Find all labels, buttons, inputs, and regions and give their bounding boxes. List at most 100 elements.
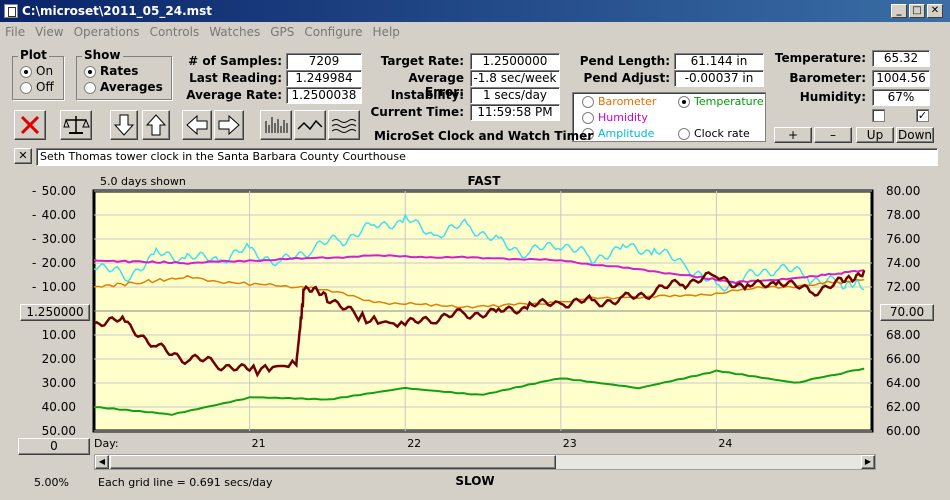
target-rate-value[interactable]: 1.2500000 — [470, 53, 560, 70]
radio-icon — [84, 81, 96, 94]
left-tick-sign: - — [32, 280, 36, 294]
right-tick-label: 72.00 — [886, 280, 920, 294]
right-tick-label: 74.00 — [886, 256, 920, 270]
plot-group-title: Plot — [18, 48, 49, 62]
x-tick-label: 21 — [252, 437, 266, 450]
scroll-left-icon[interactable]: ◀ — [95, 455, 109, 469]
left-tick-label: 30.00 — [42, 376, 76, 390]
plot-on-label: On — [36, 64, 54, 78]
pend-length-label: Pend Length: — [579, 54, 670, 68]
wave-icon — [331, 119, 357, 133]
scroll-thumb[interactable] — [110, 455, 556, 469]
grid — [94, 190, 872, 432]
radio-icon — [582, 112, 594, 124]
left-tick-sign: - — [32, 184, 36, 198]
right-tick-label: 60.00 — [886, 424, 920, 438]
show-group-title: Show — [82, 48, 123, 62]
zoom-label: 5.00% — [34, 476, 69, 489]
arrow-right-icon — [218, 114, 240, 136]
menu-configure[interactable]: Configure — [304, 25, 363, 39]
env-checkbox-1[interactable] — [872, 109, 885, 122]
left-tick-label: 40.00 — [42, 208, 76, 222]
series-rate-line — [93, 269, 866, 378]
arrow-up-icon — [145, 114, 167, 136]
scroll-right-icon[interactable]: ▶ — [861, 455, 875, 469]
rate-chart: 50.00-40.00-30.00-20.00-10.00-10.0020.00… — [32, 174, 920, 450]
right-axis-ticks: 80.00 78.00 76.00 74.00 72.00 68.00 66.00 64.00… — [886, 184, 920, 438]
maximize-icon[interactable]: □ — [909, 4, 925, 18]
up-arrow-button[interactable] — [142, 110, 170, 140]
left-tick-label: 20.00 — [42, 256, 76, 270]
chart-area: 50.00-40.00-30.00-20.00-10.00-10.00 20.00… — [14, 172, 938, 472]
left-tick-sign: - — [32, 232, 36, 246]
env-plus-button[interactable]: + — [774, 127, 812, 143]
pend-length-value[interactable]: 61.144 in — [674, 53, 764, 70]
menu-operations[interactable]: Operations — [73, 25, 140, 39]
left-tick-label: 50.00 — [42, 184, 76, 198]
left-tick-label: 40.00 — [42, 400, 76, 414]
menu-watches[interactable]: Watches — [209, 25, 261, 39]
show-averages-radio[interactable]: Averages — [84, 80, 163, 94]
balance-button[interactable] — [60, 110, 92, 140]
show-rates-label: Rates — [100, 64, 139, 78]
right-arrow-button[interactable] — [214, 110, 244, 140]
temperature-value: 65.32 — [872, 50, 930, 67]
show-group — [76, 56, 172, 100]
humidity-value: 67% — [872, 89, 930, 106]
center-rate-button[interactable]: 1.250000 — [20, 304, 90, 321]
radio-icon — [20, 65, 32, 78]
menu-view[interactable]: View — [35, 25, 64, 39]
pend-adjust-label: Pend Adjust: — [583, 71, 670, 85]
stop-button[interactable] — [14, 110, 46, 140]
line-view-button[interactable] — [294, 110, 326, 140]
menu-file[interactable]: File — [5, 25, 26, 39]
radio-icon — [20, 81, 32, 94]
app-icon[interactable] — [4, 4, 18, 18]
menu-gps[interactable]: GPS — [270, 25, 295, 39]
sensor-clock-rate-label: Clock rate — [694, 127, 750, 140]
series-humidity-line — [93, 254, 865, 285]
sensor-clock-rate-option[interactable]: Clock rate — [678, 127, 750, 140]
days-shown-label: 5.0 days shown — [100, 175, 186, 188]
pend-adjust-value[interactable]: -0.00037 in — [674, 70, 764, 87]
plot-off-radio[interactable]: Off — [20, 80, 54, 94]
series-temperature-line — [93, 367, 865, 416]
radio-icon — [582, 128, 594, 140]
right-tick-label: 80.00 — [886, 184, 920, 198]
arrow-down-icon — [113, 114, 135, 136]
down-arrow-button[interactable] — [110, 110, 138, 140]
clear-description-button[interactable]: ✕ — [14, 148, 32, 164]
minimize-icon[interactable]: _ — [891, 4, 907, 18]
close-icon[interactable]: ✕ — [927, 4, 943, 18]
center-temp-button[interactable]: 70.00 — [880, 304, 934, 321]
x-axis-ticks: 21 22 23 24 — [252, 437, 733, 450]
slow-status-label: SLOW — [455, 474, 495, 488]
env-minus-button[interactable]: – — [814, 127, 852, 143]
env-checkbox-2[interactable]: ✓ — [916, 109, 929, 122]
right-tick-label: 76.00 — [886, 232, 920, 246]
left-arrow-button[interactable] — [182, 110, 212, 140]
sensor-amplitude-option[interactable]: Amplitude — [582, 127, 654, 140]
wave-view-button[interactable] — [328, 110, 360, 140]
fast-label: FAST — [468, 174, 502, 188]
bar-view-button[interactable] — [260, 110, 292, 140]
sensor-temperature-option[interactable]: Temperature — [678, 95, 764, 108]
menu-help[interactable]: Help — [372, 25, 400, 39]
plot-on-radio[interactable]: On — [20, 64, 53, 78]
show-averages-label: Averages — [100, 80, 163, 94]
radio-icon — [678, 96, 690, 108]
zero-button[interactable]: 0 — [18, 438, 90, 455]
menu-controls[interactable]: Controls — [149, 25, 200, 39]
env-down-button[interactable]: Down — [896, 127, 934, 143]
env-up-button[interactable]: Up — [856, 127, 894, 143]
sensor-barometer-option[interactable]: Barometer — [582, 95, 656, 108]
show-rates-radio[interactable]: Rates — [84, 64, 138, 78]
day-axis-label: Day: — [94, 437, 119, 450]
grid-note-label: Each grid line = 0.691 secs/day — [98, 476, 273, 489]
sensor-amplitude-label: Amplitude — [598, 127, 655, 140]
description-input[interactable]: Seth Thomas tower clock in the Santa Bar… — [36, 148, 938, 166]
barometer-value: 1004.56 — [872, 70, 930, 87]
sensor-humidity-option[interactable]: Humidity — [582, 111, 648, 124]
series-barometer-line — [93, 274, 865, 309]
right-tick-label: 68.00 — [886, 328, 920, 342]
